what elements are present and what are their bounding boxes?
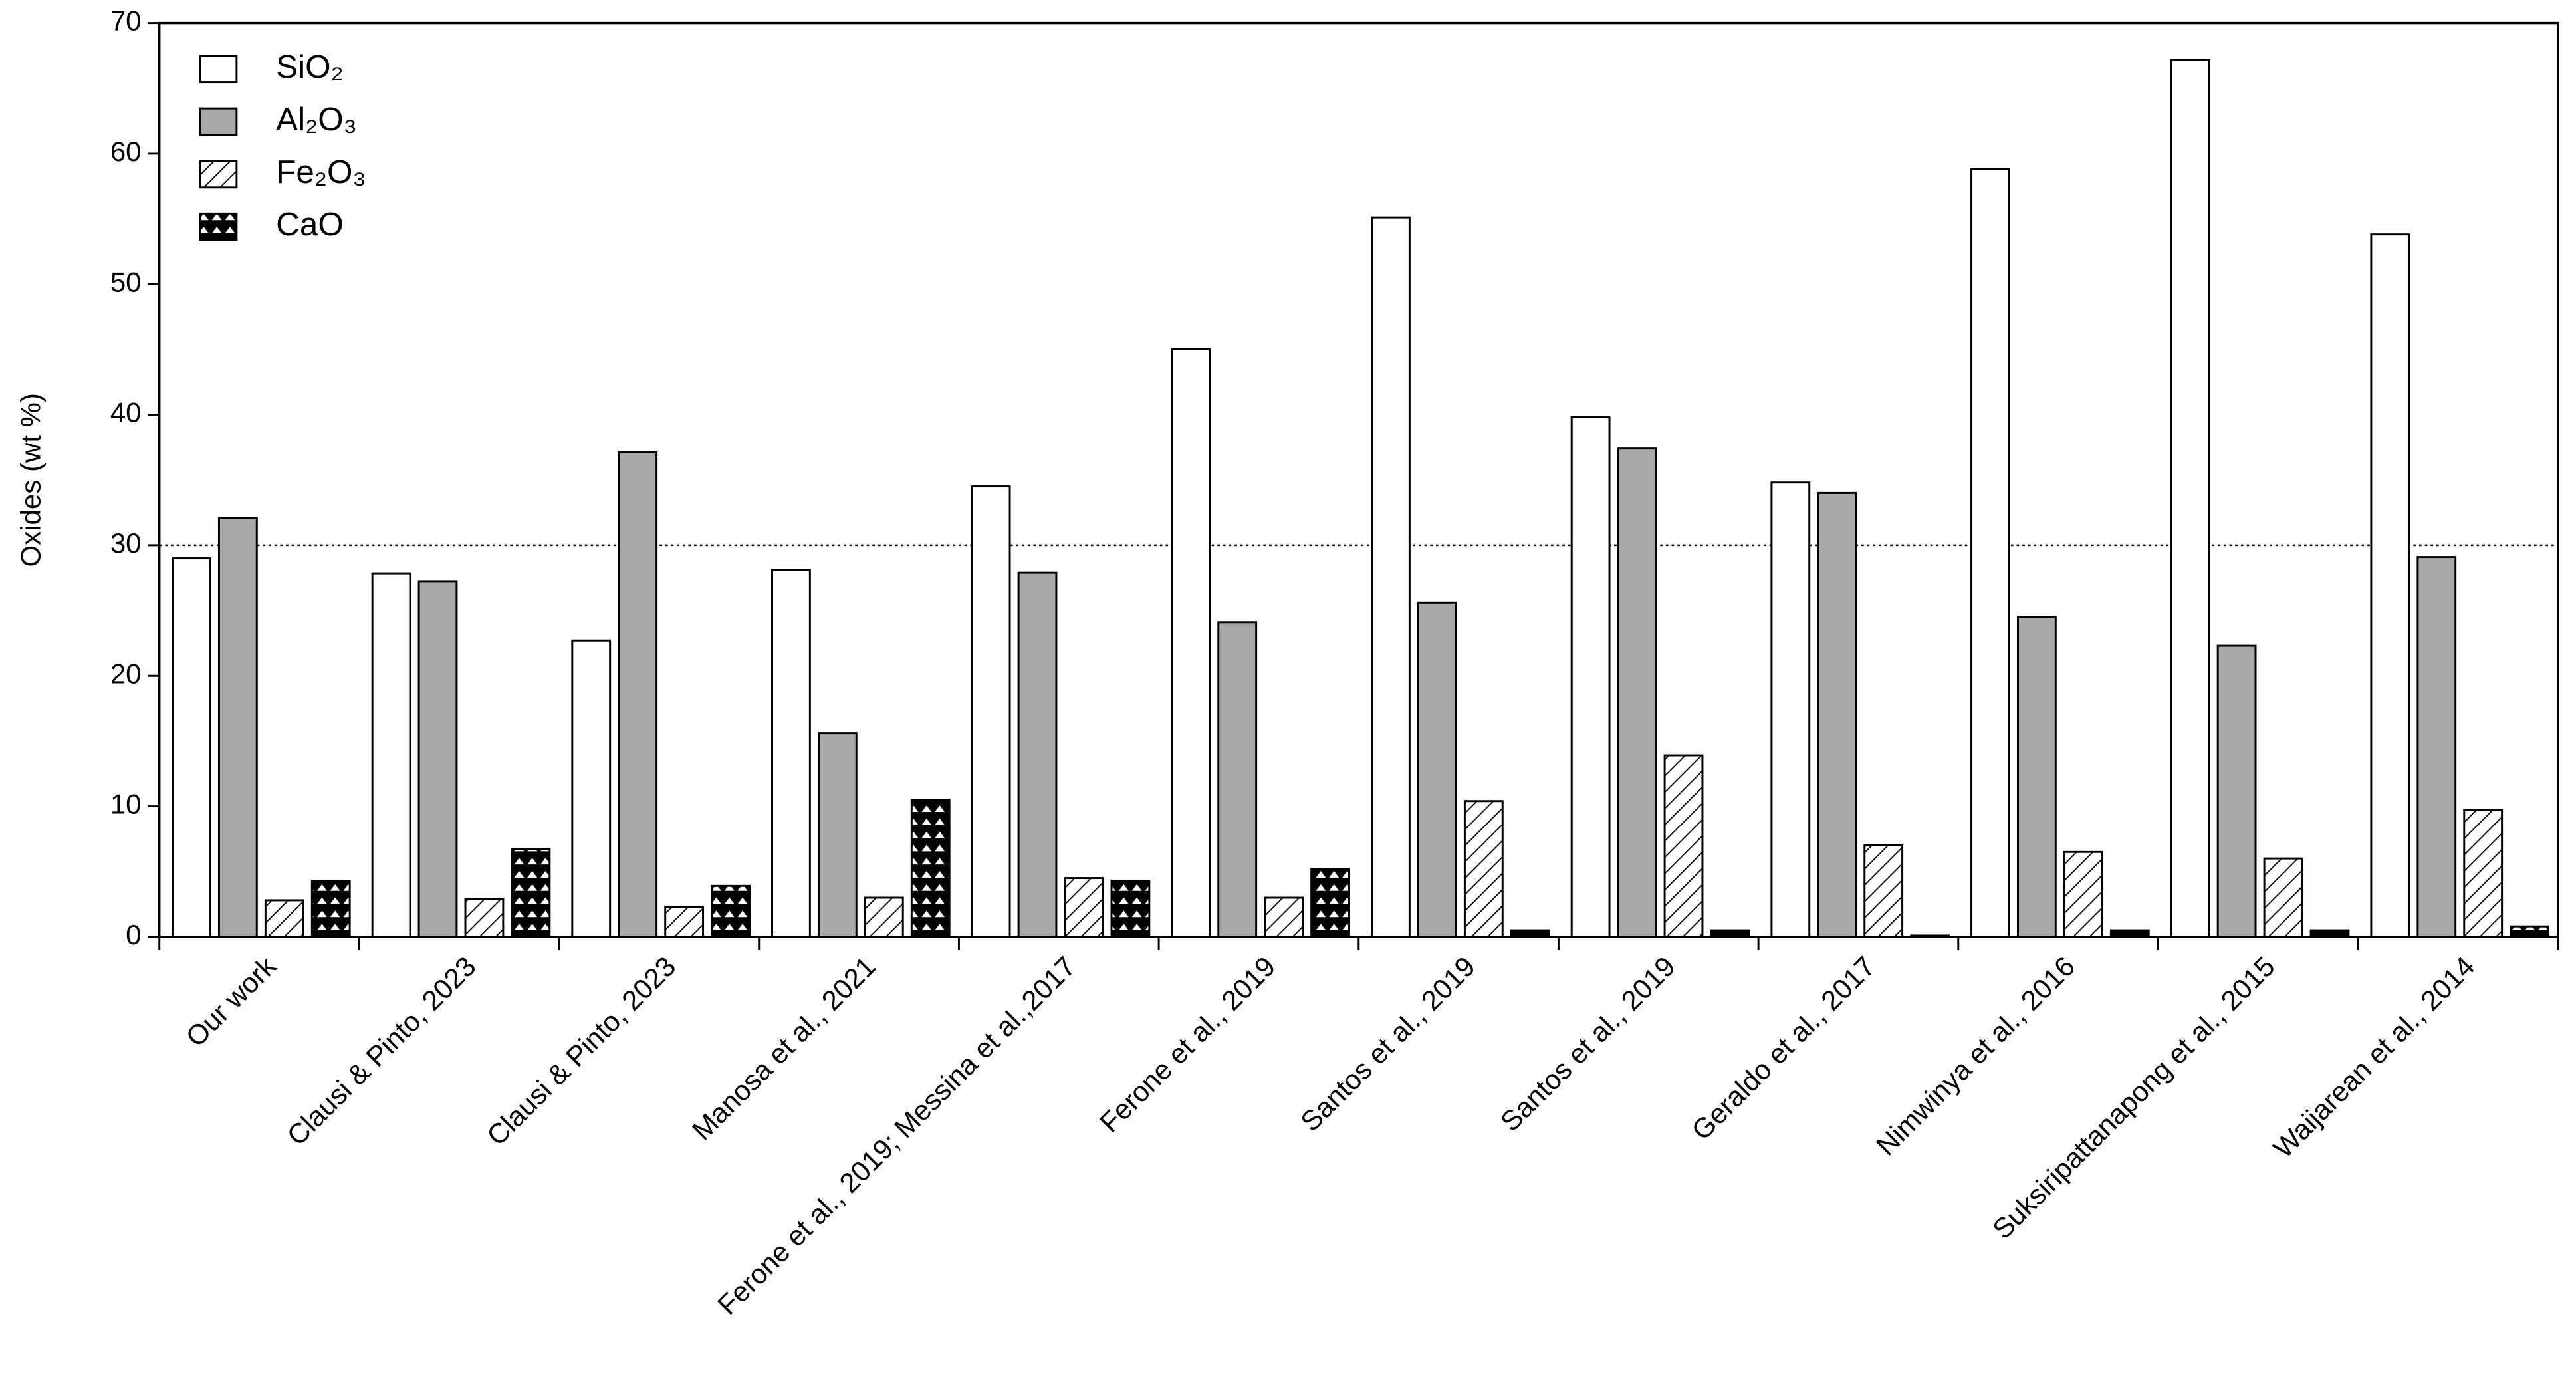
bar <box>2370 233 2410 938</box>
bar <box>1310 868 1350 938</box>
bar <box>1463 800 1504 938</box>
bar <box>618 451 658 938</box>
bar <box>771 569 811 938</box>
plot-frame <box>158 21 2559 938</box>
bar <box>264 899 304 938</box>
legend-label: CaO <box>276 206 344 243</box>
y-tick-label: 20 <box>110 658 142 689</box>
bar <box>1417 601 1457 938</box>
bar <box>1970 168 2010 938</box>
legend-label: SiO₂ <box>276 49 344 85</box>
bar <box>1863 844 1904 938</box>
bar <box>1570 416 1611 938</box>
bar <box>910 799 951 938</box>
bar <box>1064 877 1104 938</box>
legend-swatch <box>199 107 238 136</box>
bar <box>1171 348 1211 938</box>
legend-swatch <box>199 160 238 189</box>
y-tick-label: 40 <box>110 397 142 428</box>
bar <box>310 880 351 938</box>
legend-label: Al₂O₃ <box>276 101 357 138</box>
x-tick-label: Santos et al., 2019 <box>1294 950 1481 1137</box>
y-tick-label: 60 <box>110 136 142 167</box>
bar <box>1264 896 1304 938</box>
bar <box>511 848 551 938</box>
legend-swatch <box>199 212 238 241</box>
y-tick-label: 50 <box>110 266 142 297</box>
bar <box>1017 571 1058 938</box>
bar <box>664 906 705 938</box>
bar <box>217 517 258 938</box>
x-tick-label: Manosa et al., 2021 <box>686 950 881 1146</box>
bar <box>417 580 458 938</box>
y-tick-label: 10 <box>110 789 142 820</box>
x-tick-label: Geraldo et al., 2017 <box>1685 950 1881 1146</box>
y-tick-label: 30 <box>110 527 142 559</box>
bar <box>1371 216 1411 938</box>
bar <box>371 572 411 938</box>
x-tick-label: Clausi & Pinto, 2023 <box>281 950 481 1151</box>
bar <box>1817 491 1857 938</box>
bar <box>2463 809 2504 938</box>
bar <box>817 732 858 938</box>
bar <box>2170 59 2210 938</box>
x-tick-label: Ferone et al., 2019 <box>1094 950 1282 1138</box>
bar <box>971 485 1011 938</box>
bar <box>464 898 505 938</box>
y-tick-label: 0 <box>126 919 141 950</box>
legend-label: Fe₂O₃ <box>276 154 366 190</box>
x-tick-label: Our work <box>179 950 282 1053</box>
x-tick-label: Nimwinya et al., 2016 <box>1870 950 2081 1161</box>
bar <box>2017 616 2057 938</box>
bar <box>2063 850 2103 938</box>
x-tick-label: Clausi & Pinto, 2023 <box>481 950 681 1151</box>
bar <box>2216 644 2257 938</box>
bar <box>711 884 751 938</box>
bar <box>172 557 211 938</box>
bar <box>571 639 612 938</box>
bar <box>1663 754 1704 938</box>
bar <box>1217 621 1258 938</box>
bar <box>1770 481 1811 938</box>
x-tick-label: Ferone et al., 2019; Messina et al.,2017 <box>711 950 1082 1321</box>
bar <box>2510 925 2550 938</box>
y-tick-label: 70 <box>110 5 142 37</box>
legend-swatch <box>199 55 238 84</box>
bar <box>1110 880 1151 938</box>
bar <box>2416 556 2457 938</box>
bar <box>2263 857 2303 938</box>
bar <box>1617 447 1657 938</box>
bar <box>864 896 904 938</box>
x-tick-label: Waijarean et al., 2014 <box>2267 950 2480 1164</box>
y-axis-label: Oxides (wt %) <box>15 393 47 567</box>
x-tick-label: Santos et al., 2019 <box>1494 950 1681 1137</box>
